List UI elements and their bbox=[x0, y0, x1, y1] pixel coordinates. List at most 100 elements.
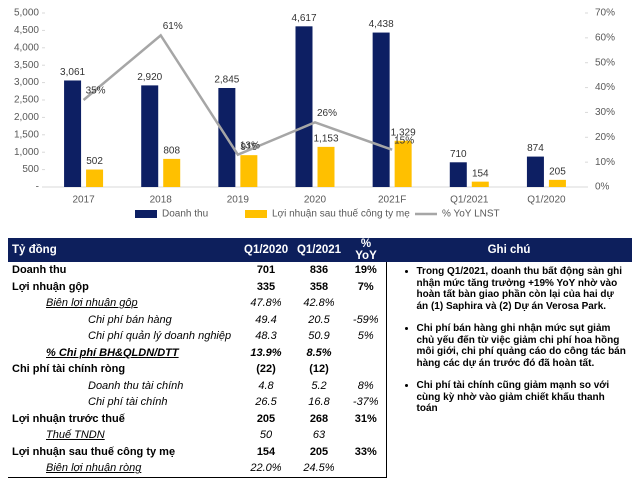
bar bbox=[548, 179, 566, 187]
y-tick-label: 500 bbox=[22, 164, 39, 175]
y-tick-label: 3,500 bbox=[14, 60, 39, 71]
cell-text: Biên lợi nhuận ròng bbox=[46, 462, 142, 475]
table-cell: -59% bbox=[352, 313, 379, 326]
y2-tick-label: 0% bbox=[595, 182, 610, 193]
table-cell: 31% bbox=[354, 412, 377, 425]
table-cell: 358 bbox=[309, 280, 329, 293]
bar-data-label: 4,617 bbox=[291, 13, 316, 24]
table-cell: Chi phí tài chính ròng bbox=[8, 361, 240, 378]
table-row: Chi phí tài chính 26.5 16.8 -37% bbox=[8, 394, 632, 411]
cell-text: % Chi phí BH&QLDN/DTT bbox=[46, 346, 179, 359]
table-cell: (12) bbox=[309, 363, 329, 376]
bar-data-label: 205 bbox=[549, 167, 566, 178]
bar bbox=[295, 26, 313, 187]
y2-tick-label: 40% bbox=[595, 82, 615, 93]
table-row: Lợi nhuận sau thuế công ty mẹ 154 205 33% bbox=[8, 444, 632, 461]
bar bbox=[163, 158, 181, 187]
thead: Tỷ đồng Q1/2020 Q1/2021% YoY Ghi chú bbox=[8, 238, 632, 262]
table-row: Chi phí bán hàng 49.4 20.5 -59% bbox=[8, 312, 632, 329]
bar bbox=[240, 155, 258, 187]
table-row: Biên lợi nhuận gộp 47.8% 42.8% bbox=[8, 295, 632, 312]
table-row: Chi phí quản lý doanh nghiệp 48.3 50.9 5% bbox=[8, 328, 632, 345]
table-cell: 42.8% bbox=[303, 297, 335, 310]
table-cell: Chi phí bán hàng bbox=[8, 312, 240, 329]
bar bbox=[449, 162, 467, 187]
y2-tick-label: 30% bbox=[595, 107, 615, 118]
table-cell: 4.8 bbox=[258, 379, 274, 392]
bar-data-label: 874 bbox=[527, 143, 544, 154]
table-cell: 836 bbox=[309, 264, 329, 277]
bar bbox=[372, 32, 390, 187]
y-tick-label: 2,500 bbox=[14, 95, 39, 106]
bar bbox=[64, 80, 82, 187]
cell-text: Chi phí tài chính bbox=[88, 396, 168, 409]
bar-data-label: 1,329 bbox=[391, 127, 416, 138]
table-cell: 154 bbox=[256, 445, 276, 458]
note: Chi phí tài chính cũng giảm mạnh so với … bbox=[417, 380, 629, 415]
tbody: Doanh thu 701 836 19% Trong Q1/2021, doanh t… bbox=[8, 262, 632, 478]
bar-data-label: 1,153 bbox=[313, 134, 338, 145]
bar-data-label: 2,920 bbox=[137, 72, 162, 83]
cell-text: Lợi nhuận trước thuế bbox=[12, 412, 125, 425]
y-tick-label: 4,000 bbox=[14, 42, 39, 53]
table-cell: 268 bbox=[309, 412, 329, 425]
table-row: % Chi phí BH&QLDN/DTT 13.9% 8.5% bbox=[8, 345, 632, 362]
table-cell: 26.5 bbox=[255, 396, 277, 409]
header-cell: Ghi chú bbox=[386, 238, 632, 262]
table-cell: 24.5% bbox=[292, 460, 346, 478]
y-tick-label: 1,000 bbox=[14, 147, 39, 158]
bar bbox=[86, 169, 104, 187]
y-tick-label: - bbox=[36, 182, 39, 193]
header-cell: Q1/2020 bbox=[240, 238, 292, 262]
table-cell: 5.2 bbox=[311, 379, 327, 392]
y2-tick-label: 20% bbox=[595, 132, 615, 143]
y2-tick-label: 60% bbox=[595, 32, 615, 43]
cell-text: Thuế TNDN bbox=[46, 429, 105, 442]
table-cell: (22) bbox=[256, 363, 276, 376]
cell-text: Chi phí quản lý doanh nghiệp bbox=[88, 330, 232, 343]
table-row: Lợi nhuận trước thuế 205 268 31% bbox=[8, 411, 632, 428]
bar bbox=[317, 146, 335, 187]
table-cell: Chi phí tài chính bbox=[8, 394, 240, 411]
notes-cell: Trong Q1/2021, doanh thu bất động sản gh… bbox=[385, 262, 632, 477]
x-tick-label: Q1/2021 bbox=[450, 195, 489, 206]
bar-data-label: 2,845 bbox=[214, 75, 239, 86]
table-cell: 205 bbox=[256, 412, 276, 425]
table-cell: 19% bbox=[354, 264, 377, 277]
y2-tick-label: 10% bbox=[595, 157, 615, 168]
bar-data-label: 4,438 bbox=[369, 19, 394, 30]
financial-table: Tỷ đồng Q1/2020 Q1/2021% YoY Ghi chú Doanh t… bbox=[8, 238, 632, 478]
cell-text: Doanh thu bbox=[12, 264, 67, 277]
table-cell: 22.0% bbox=[240, 460, 292, 478]
table-cell: 48.3 bbox=[255, 330, 277, 343]
table-cell: Doanh thu tài chính bbox=[8, 378, 240, 395]
note: Trong Q1/2021, doanh thu bất động sản gh… bbox=[417, 266, 629, 312]
table-cell: 8% bbox=[357, 379, 374, 392]
table-cell: 7% bbox=[357, 280, 374, 293]
table-cell bbox=[346, 460, 386, 478]
table-cell: 47.8% bbox=[250, 297, 282, 310]
legend-label: Doanh thu bbox=[162, 209, 208, 220]
table-cell: 16.8 bbox=[308, 396, 330, 409]
bar bbox=[471, 181, 489, 187]
table-row: Lợi nhuận gộp 335 358 7% bbox=[8, 279, 632, 296]
cell-text: Lợi nhuận gộp bbox=[12, 280, 89, 293]
table-cell: 49.4 bbox=[255, 313, 277, 326]
table-cell: 701 bbox=[256, 264, 276, 277]
legend-swatch bbox=[245, 210, 267, 218]
table-row: Doanh thu tài chính 4.8 5.2 8% bbox=[8, 378, 632, 395]
table-cell: Lợi nhuận sau thuế công ty mẹ bbox=[8, 444, 240, 461]
table-cell bbox=[346, 295, 386, 312]
table-cell: 20.5 bbox=[308, 313, 330, 326]
table-cell: 50 bbox=[259, 429, 273, 442]
table-cell: 335 bbox=[256, 280, 276, 293]
cell-text: Lợi nhuận sau thuế công ty mẹ bbox=[12, 445, 176, 458]
x-tick-label: 2019 bbox=[227, 195, 250, 206]
table-row: Biên lợi nhuận ròng 22.0% 24.5% bbox=[8, 460, 632, 478]
cell-text: Chi phí bán hàng bbox=[88, 313, 172, 326]
bar bbox=[141, 85, 159, 187]
table-cell: Biên lợi nhuận ròng bbox=[8, 460, 240, 478]
line-data-label: 26% bbox=[317, 108, 337, 119]
line-data-label: 35% bbox=[86, 86, 106, 97]
header-cell: % YoY bbox=[346, 238, 386, 262]
